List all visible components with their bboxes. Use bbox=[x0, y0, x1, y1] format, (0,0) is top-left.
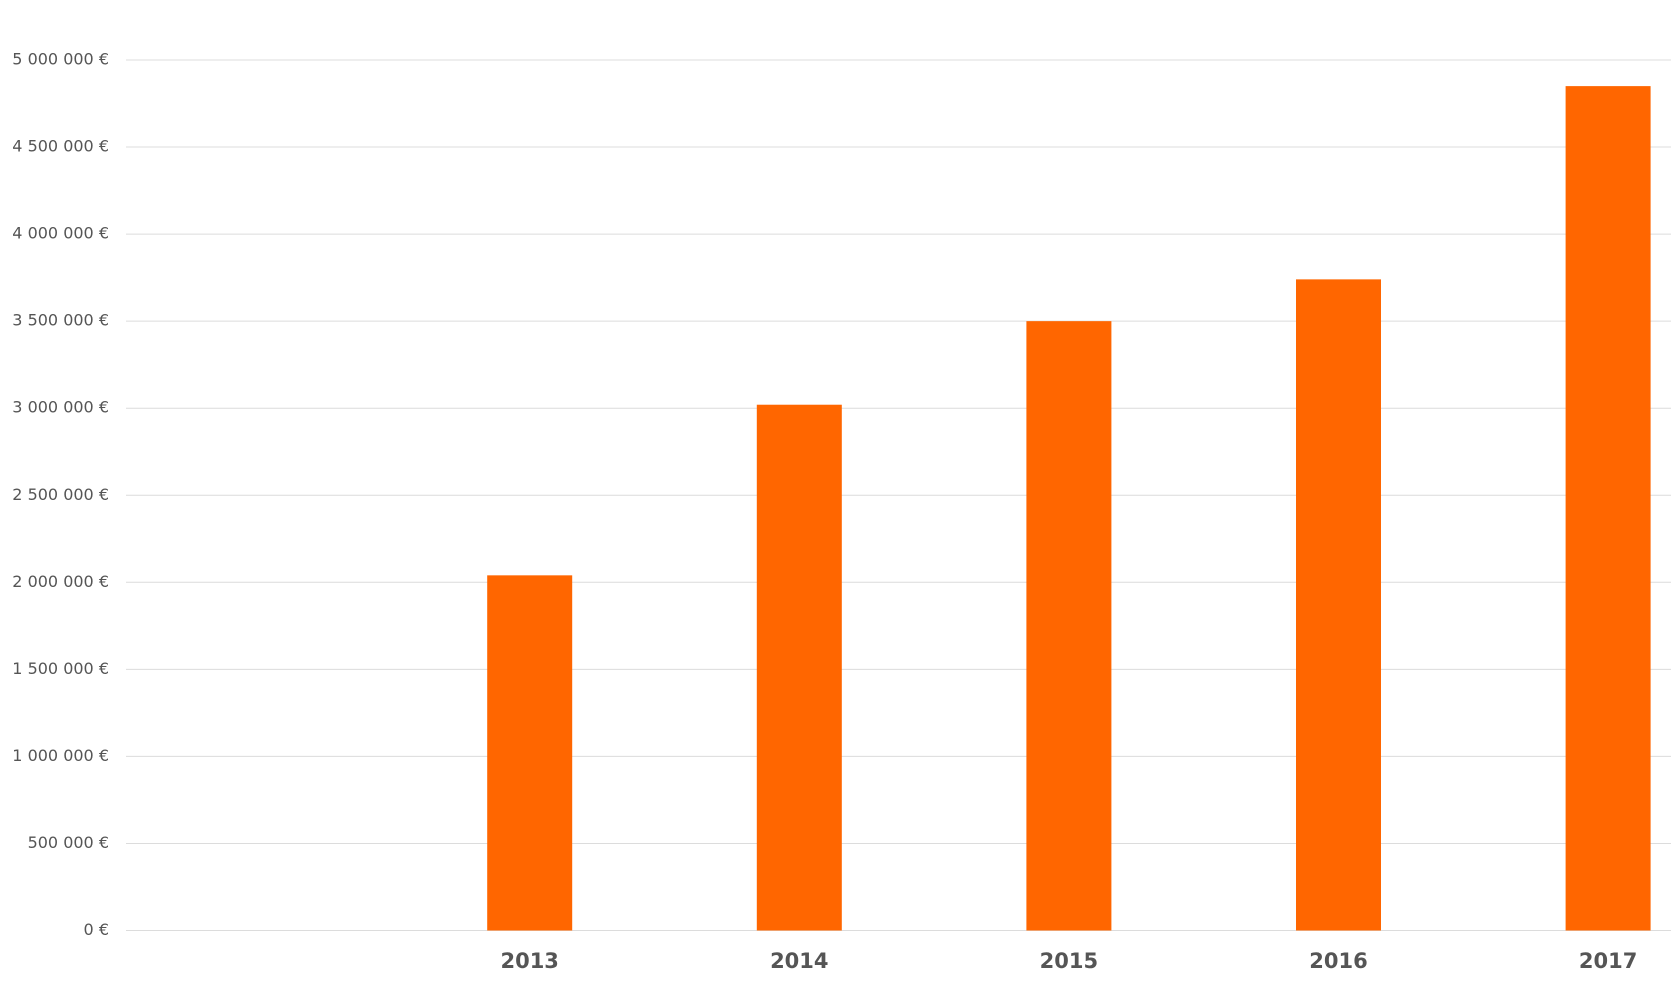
bar bbox=[1565, 86, 1651, 931]
bar bbox=[756, 404, 842, 931]
bar bbox=[1296, 279, 1381, 931]
x-tick-label: 2016 bbox=[1309, 949, 1367, 973]
y-tick-label: 2 500 000 € bbox=[12, 485, 109, 504]
y-tick-label: 1 500 000 € bbox=[12, 659, 109, 678]
x-tick-label: 2015 bbox=[1040, 949, 1098, 973]
bar bbox=[1026, 321, 1112, 931]
y-tick-label: 500 000 € bbox=[28, 833, 109, 852]
x-tick-label: 2017 bbox=[1579, 949, 1637, 973]
y-tick-label: 4 500 000 € bbox=[12, 137, 109, 156]
x-tick-label: 2013 bbox=[500, 949, 558, 973]
y-tick-label: 4 000 000 € bbox=[12, 224, 109, 243]
x-tick-label: 2014 bbox=[770, 949, 828, 973]
y-tick-label: 3 500 000 € bbox=[12, 311, 109, 330]
y-tick-label: 1 000 000 € bbox=[12, 746, 109, 765]
y-tick-label: 3 000 000 € bbox=[12, 398, 109, 417]
y-tick-label: 0 € bbox=[84, 920, 109, 939]
y-tick-label: 5 000 000 € bbox=[12, 50, 109, 69]
y-tick-label: 2 000 000 € bbox=[12, 572, 109, 591]
bar bbox=[487, 575, 573, 931]
